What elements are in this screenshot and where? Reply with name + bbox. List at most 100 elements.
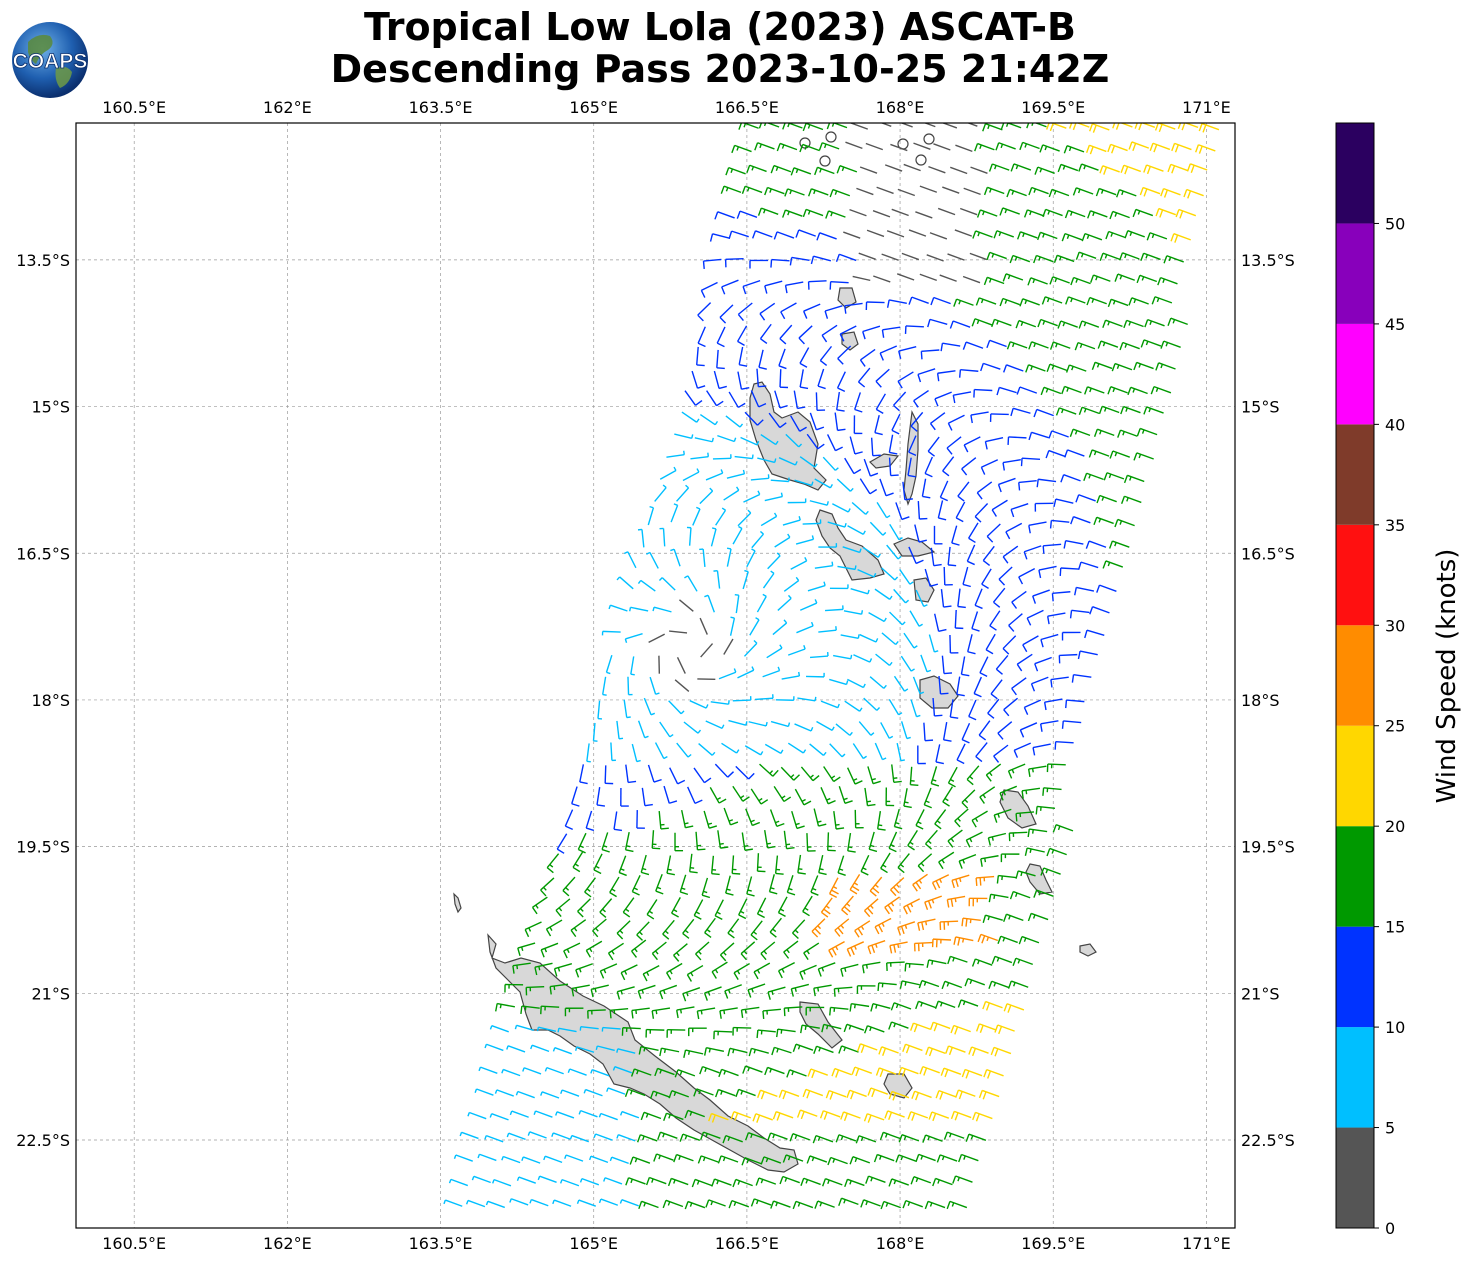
wind-barb: [1140, 252, 1161, 261]
wind-barb: [731, 855, 741, 875]
wind-barb: [652, 606, 672, 613]
wind-barb: [989, 610, 1001, 631]
wind-barb: [1133, 452, 1154, 461]
wind-barb: [695, 831, 706, 851]
wind-barb: [1143, 164, 1164, 175]
wind-barb: [753, 962, 771, 980]
wind-barb: [817, 368, 826, 390]
wind-barb: [746, 548, 756, 568]
wind-barb: [1171, 142, 1192, 153]
wind-barb: [1078, 163, 1099, 172]
vanua-lava-island: [841, 331, 859, 351]
wind-barb: [834, 918, 850, 937]
wind-barb: [713, 1030, 733, 1040]
wind-barb: [816, 720, 835, 731]
wind-barb: [607, 942, 624, 961]
wind-barb: [832, 503, 851, 513]
wind-barb: [796, 1109, 818, 1120]
wind-barb: [825, 605, 844, 612]
wind-barb: [1019, 722, 1038, 738]
wind-barb: [1085, 540, 1107, 549]
wind-barb: [1060, 474, 1081, 483]
wind-barb: [947, 253, 965, 261]
wind-barb: [962, 566, 971, 588]
wind-barb: [640, 854, 650, 876]
wind-barb: [987, 698, 1000, 719]
wind-barb: [792, 919, 806, 939]
wind-barb: [965, 831, 983, 848]
wind-barb: [872, 210, 891, 218]
wind-barb: [764, 830, 776, 849]
wind-barb: [1011, 677, 1027, 696]
wind-barb: [1013, 742, 1031, 758]
wind-barb: [875, 1067, 897, 1078]
wind-barb: [787, 742, 807, 754]
lon-labels-bottom: 160.5°E 162°E 163.5°E 165°E 166.5°E 168°E 169.…: [102, 1234, 1230, 1253]
wind-barb: [807, 581, 826, 592]
wind-barb: [1042, 787, 1062, 796]
wind-barb: [731, 144, 752, 154]
wind-barb: [625, 1177, 646, 1186]
wind-barb: [931, 938, 952, 948]
wind-barb: [1002, 545, 1019, 564]
wind-barb: [569, 1134, 590, 1143]
wind-barb: [696, 1007, 716, 1020]
wind-barb: [933, 143, 951, 151]
wind-barb: [1045, 449, 1067, 459]
wind-barb: [931, 874, 950, 891]
wind-barb: [917, 500, 928, 520]
wind-barb: [754, 142, 775, 151]
lon-labels-top: 160.5°E 162°E 163.5°E 165°E 166.5°E 168°E 169.…: [102, 98, 1230, 117]
wind-barb: [699, 1065, 720, 1075]
wind-barb: [917, 918, 936, 931]
wind-barb: [1175, 208, 1197, 219]
wind-barb: [609, 1156, 629, 1165]
wind-barb: [924, 568, 939, 587]
wind-barb: [616, 920, 631, 940]
wind-barb: [809, 652, 829, 659]
wind-barb: [843, 610, 864, 615]
colorbar-tick-label: 10: [1385, 1018, 1405, 1037]
wind-barb: [849, 1002, 870, 1012]
wind-barb: [1003, 913, 1024, 922]
wind-barb: [749, 617, 760, 636]
wind-barb: [794, 788, 812, 806]
wind-barb: [670, 548, 681, 567]
wind-barb: [1016, 653, 1033, 672]
wind-barb: [1030, 676, 1049, 692]
wind-barb: [1010, 503, 1029, 518]
wind-barb: [898, 1134, 920, 1143]
wind-barb: [767, 552, 781, 570]
wind-barb: [778, 348, 787, 370]
wind-barb: [783, 940, 799, 959]
wind-barb: [1027, 912, 1049, 922]
colorbar-bin: [1336, 1027, 1374, 1128]
wind-barb: [893, 391, 907, 412]
colorbar-bin: [1336, 1127, 1374, 1228]
wind-barb: [670, 897, 681, 918]
wind-barb: [996, 386, 1017, 396]
wind-barb: [899, 980, 920, 989]
wind-barb: [467, 1111, 487, 1120]
wind-barb: [947, 546, 957, 567]
wind-barb: [1070, 516, 1091, 525]
wind-barb: [637, 579, 656, 592]
wind-barb: [540, 942, 559, 958]
colorbar-tick-label: 40: [1385, 415, 1405, 434]
wind-barb: [667, 1177, 689, 1187]
erromango-island: [999, 789, 1037, 829]
wind-barb: [759, 323, 772, 345]
wind-barb: [683, 721, 702, 734]
wind-barb: [668, 700, 685, 715]
wind-barb: [792, 1043, 814, 1052]
wind-barb: [875, 393, 886, 414]
coaps-logo: COAPS: [12, 22, 88, 98]
wind-barb: [783, 1006, 803, 1017]
wind-barb: [750, 1198, 772, 1207]
wind-barb: [741, 185, 763, 195]
wind-barb: [975, 875, 995, 886]
wind-barb: [676, 1006, 695, 1019]
wind-barb: [1053, 498, 1074, 508]
wind-barb: [477, 1153, 497, 1162]
wind-barb: [689, 700, 709, 709]
